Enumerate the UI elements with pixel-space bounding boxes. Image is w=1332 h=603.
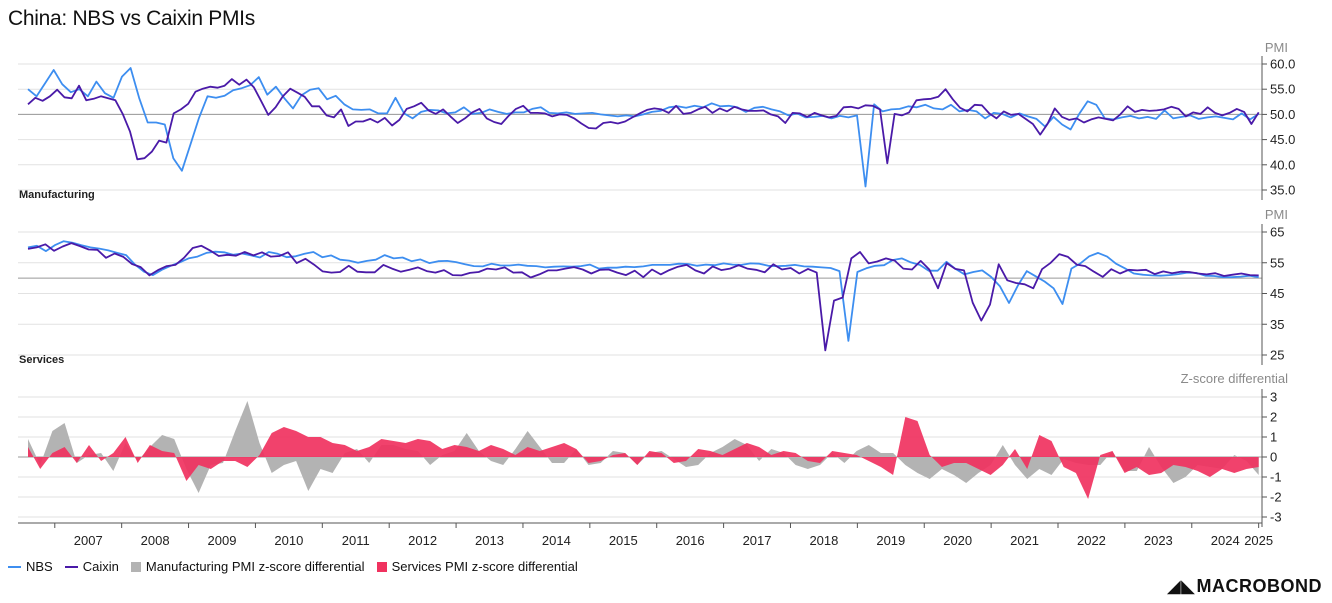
x-tick-label: 2025 (1244, 533, 1273, 548)
y-tick-label: 55 (1270, 255, 1284, 270)
macrobond-logo: ◢◣MACROBOND (1167, 576, 1322, 597)
x-tick-label: 2015 (609, 533, 638, 548)
y-tick-label: 40.0 (1270, 157, 1295, 172)
legend-item-caixin: Caixin (64, 559, 119, 574)
x-tick-label: 2023 (1144, 533, 1173, 548)
legend-label-mfg-diff: Manufacturing PMI z-score differential (145, 559, 365, 574)
y-axis-unit-label: PMI (1265, 207, 1288, 222)
x-tick-label: 2019 (876, 533, 905, 548)
series-line-caixin (27, 242, 1259, 352)
y-tick-label: 0 (1270, 450, 1277, 465)
x-tick-label: 2017 (743, 533, 772, 548)
y-tick-label: 25 (1270, 348, 1284, 363)
series-line-nbs (27, 240, 1259, 342)
x-tick-label: 2013 (475, 533, 504, 548)
x-tick-label: 2008 (141, 533, 170, 548)
series-line-caixin (27, 78, 1260, 165)
y-tick-label: 45.0 (1270, 132, 1295, 147)
y-tick-label: 1 (1270, 430, 1277, 445)
x-tick-label: 2021 (1010, 533, 1039, 548)
x-tick-label: 2010 (274, 533, 303, 548)
x-tick-label: 2022 (1077, 533, 1106, 548)
x-tick-label: 2014 (542, 533, 571, 548)
x-tick-label: 2016 (676, 533, 705, 548)
y-axes: 60.0 55.0 50.0 45.0 40.0 35.0 PMI 65 55 45 35 25 PMI… (1181, 40, 1295, 527)
legend-item-mfg-diff: Manufacturing PMI z-score differential (130, 559, 365, 574)
legend-swatch-caixin (64, 565, 78, 568)
panel-labels: Manufacturing Services (19, 189, 95, 366)
series-layer (27, 67, 1260, 499)
x-tick-label: 2007 (74, 533, 103, 548)
area-manufacturing-diff (28, 401, 1259, 493)
x-tick-label: 2024 (1211, 533, 1240, 548)
legend: NBS Caixin Manufacturing PMI z-score dif… (8, 559, 578, 574)
x-tick-label: 2020 (943, 533, 972, 548)
y-tick-label: 45 (1270, 286, 1284, 301)
x-tick-label: 2018 (809, 533, 838, 548)
y-tick-label: 35.0 (1270, 183, 1295, 198)
y-axis-unit-label: Z-score differential (1181, 371, 1289, 386)
logo-text: MACROBOND (1196, 576, 1322, 596)
y-tick-label: -3 (1270, 510, 1282, 525)
x-tick-label: 2012 (408, 533, 437, 548)
y-tick-label: -1 (1270, 470, 1282, 485)
area-services-diff (28, 417, 1259, 499)
legend-label-nbs: NBS (26, 559, 53, 574)
y-tick-label: 65 (1270, 225, 1284, 240)
legend-label-svc-diff: Services PMI z-score differential (391, 559, 578, 574)
page-title: China: NBS vs Caixin PMIs (8, 7, 255, 30)
y-axis-unit-label: PMI (1265, 40, 1288, 55)
y-tick-label: 3 (1270, 390, 1277, 405)
x-tick-label: 2009 (208, 533, 237, 548)
grid-lines (18, 63, 1262, 518)
x-tick-label: 2011 (342, 533, 370, 548)
y-tick-label: -2 (1270, 490, 1282, 505)
legend-swatch-mfg-diff (130, 561, 141, 572)
y-tick-label: 55.0 (1270, 82, 1295, 97)
panel-label: Manufacturing (19, 189, 95, 201)
legend-swatch-nbs (8, 565, 21, 568)
x-axis-year-labels: 2007 2008 2009 2010 2011 2012 2013 2014 2015 2016… (18, 522, 1273, 548)
legend-swatch-svc-diff (376, 561, 387, 572)
y-tick-label: 60.0 (1270, 57, 1295, 72)
panel-label: Services (19, 354, 64, 366)
series-line-nbs (27, 67, 1260, 188)
y-tick-label: 50.0 (1270, 107, 1295, 122)
logo-mark-icon: ◢◣ (1166, 576, 1196, 596)
legend-item-svc-diff: Services PMI z-score differential (376, 559, 578, 574)
legend-label-caixin: Caixin (82, 559, 119, 574)
legend-item-nbs: NBS (8, 559, 53, 574)
y-tick-label: 2 (1270, 410, 1277, 425)
y-tick-label: 35 (1270, 317, 1284, 332)
